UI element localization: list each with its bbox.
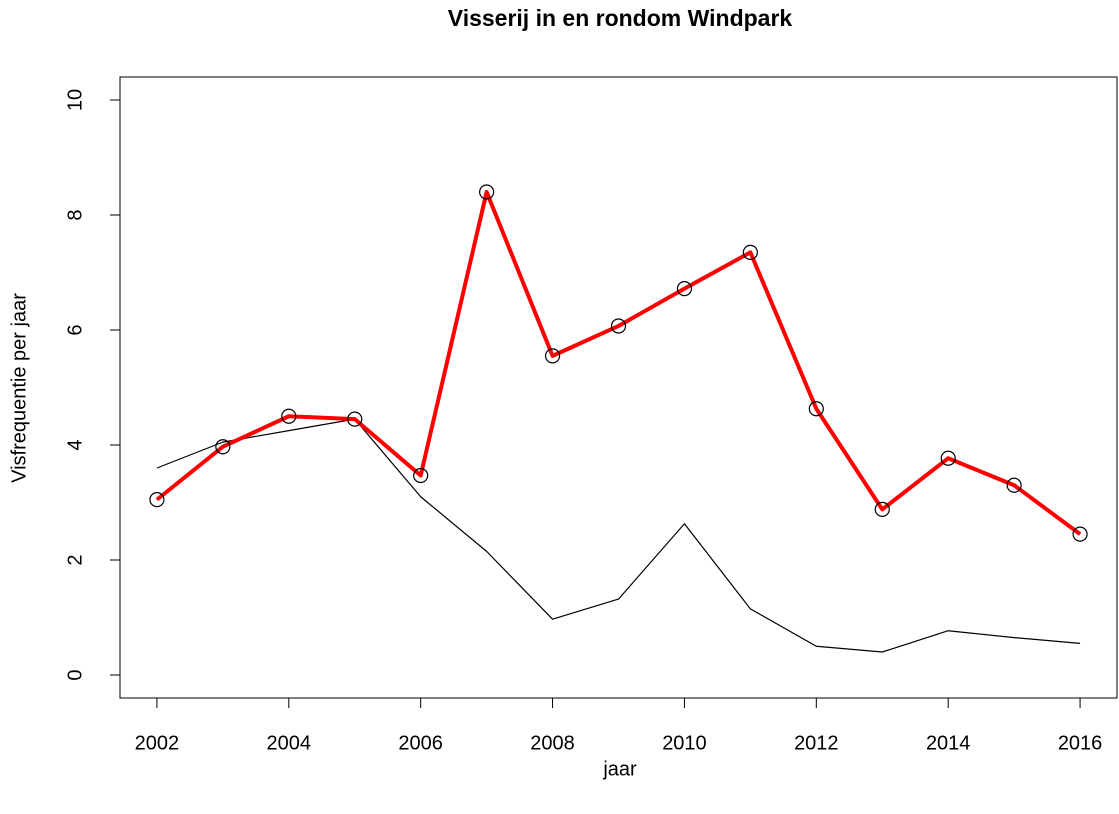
- y-tick-label: 10: [64, 89, 86, 111]
- series-line: [156, 418, 1081, 653]
- point-marker: [874, 501, 890, 517]
- series-line: [155, 190, 1082, 536]
- x-tick-label: 2012: [794, 732, 839, 754]
- point-marker: [808, 401, 824, 417]
- x-tick-label: 2008: [530, 732, 575, 754]
- y-tick-label: 6: [64, 324, 86, 335]
- point-marker: [610, 318, 627, 334]
- point-marker: [940, 450, 956, 466]
- y-tick-label: 4: [64, 439, 86, 450]
- point-marker: [1006, 477, 1022, 493]
- point-marker: [347, 411, 363, 427]
- y-axis-label: Visfrequentie per jaar: [8, 293, 30, 483]
- chart-title: Visserij in en rondom Windpark: [448, 5, 793, 31]
- y-tick-label: 2: [64, 554, 86, 565]
- point-marker: [742, 244, 758, 260]
- point-marker: [544, 348, 561, 364]
- point-marker: [413, 467, 429, 484]
- point-marker: [1072, 526, 1088, 542]
- point-marker: [479, 184, 495, 200]
- y-tick-label: 8: [64, 209, 86, 220]
- point-marker: [281, 408, 297, 424]
- x-axis-label: jaar: [602, 758, 637, 780]
- x-tick-label: 2006: [398, 732, 443, 754]
- x-tick-label: 2002: [135, 732, 180, 754]
- x-tick-label: 2010: [662, 732, 707, 754]
- point-marker: [215, 439, 231, 455]
- plot-box: [119, 76, 1118, 699]
- x-tick-label: 2004: [267, 732, 312, 754]
- x-tick-label: 2014: [926, 732, 971, 754]
- point-marker: [149, 492, 165, 508]
- point-marker: [676, 281, 693, 297]
- y-tick-label: 0: [64, 669, 86, 680]
- x-tick-label: 2016: [1058, 732, 1103, 754]
